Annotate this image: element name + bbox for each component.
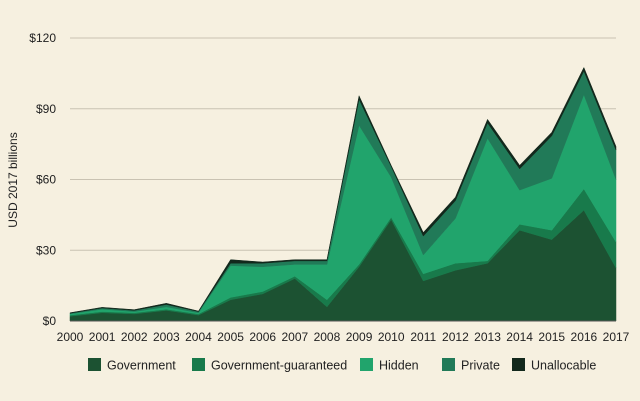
y-tick-label: $120 [29,31,56,45]
legend-label: Government-guaranteed [211,359,347,373]
legend-label: Government [107,359,176,373]
legend-label: Private [461,359,500,373]
axis-group: $0 $30 $60 $90 $120 2000 2001 2002 2003 2004 2005 2… [29,31,629,344]
legend-item: Hidden [360,358,419,373]
x-tick-label: 2001 [89,330,116,344]
x-tick-label: 2011 [410,330,436,344]
legend-item: Government-guaranteed [192,358,347,373]
y-tick-label: $0 [43,314,57,328]
legend-swatch [192,358,205,371]
legend-swatch [512,358,525,371]
x-tick-label: 2016 [571,330,598,344]
x-tick-label: 2006 [249,330,276,344]
x-tick-label: 2004 [185,330,212,344]
y-tick-label: $90 [36,102,56,116]
x-tick-label: 2015 [538,330,565,344]
legend-swatch [88,358,101,371]
y-tick-label: $60 [36,173,56,187]
x-tick-label: 2007 [281,330,308,344]
x-tick-label: 2013 [474,330,501,344]
x-tick-label: 2008 [314,330,341,344]
x-tick-label: 2014 [506,330,533,344]
x-tick-label: 2003 [153,330,180,344]
legend-swatch [360,358,373,371]
x-tick-label: 2005 [217,330,244,344]
legend-swatch [442,358,455,371]
legend-label: Unallocable [531,359,596,373]
x-tick-label: 2000 [57,330,84,344]
y-axis-label: USD 2017 billions [6,132,20,227]
legend-item: Private [442,358,500,373]
x-tick-label: 2009 [346,330,373,344]
legend: Government Government-guaranteed Hidden Pri… [88,358,596,373]
legend-label: Hidden [379,359,419,373]
legend-item: Government [88,358,176,373]
x-tick-label: 2002 [121,330,148,344]
x-tick-label: 2017 [603,330,630,344]
legend-item: Unallocable [512,358,596,373]
area-unallocable [69,66,617,314]
y-tick-label: $30 [36,243,56,257]
x-tick-label: 2012 [442,330,469,344]
x-tick-label: 2010 [378,330,405,344]
area-series-group [69,66,617,322]
